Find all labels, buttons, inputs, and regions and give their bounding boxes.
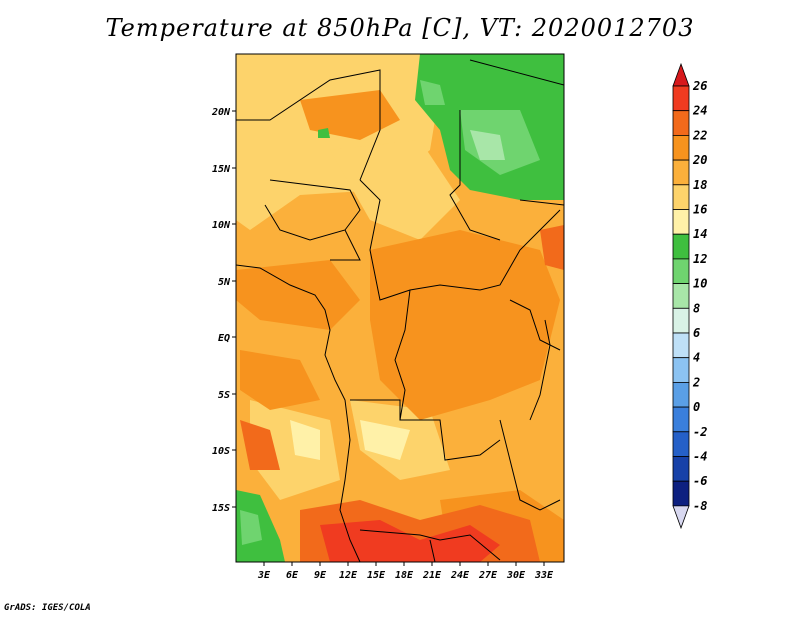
colorbar-label: 14 [693,227,707,241]
colorbar-label: 24 [692,104,707,118]
colorbar-label: 10 [693,277,707,291]
colorbar-label: -6 [693,474,707,488]
lon-label-12e: 12E [339,570,358,581]
lat-label-15n: 15N [212,164,231,175]
colorbar-swatch [672,307,690,334]
colorbar-swatch [672,332,690,359]
colorbar-swatch [672,134,690,161]
chart-title: Temperature at 850hPa [C], VT: 202001270… [105,14,695,42]
lon-label-3e: 3E [257,570,271,581]
lon-label-18e: 18E [395,570,414,581]
lon-label-21e: 21E [422,570,442,581]
colorbar-swatch [672,431,690,457]
lat-label-10s: 10S [212,446,230,457]
colorbar-swatch [672,233,690,260]
lon-label-15e: 15E [367,570,386,581]
colorbar-label: 18 [693,178,707,192]
colorbar-swatch [672,456,690,482]
lat-axis: 20N 15N 10N 5N EQ 5S 10S 15S [211,107,236,514]
credit-label: GrADS: IGES/COLA [4,603,91,613]
colorbar-label: 22 [692,128,707,142]
colorbar-swatch [672,258,690,284]
lon-label-33e: 33E [534,570,554,581]
lon-label-9e: 9E [314,570,327,581]
colorbar-swatch [672,480,690,507]
lat-label-15s: 15S [212,503,230,514]
temperature-field [236,54,564,562]
colorbar-label: 8 [693,301,700,315]
lon-label-24e: 24E [450,570,470,581]
colorbar-bottom-arrow [672,505,690,530]
colorbar-label: 4 [693,351,700,365]
colorbar-swatch [672,209,690,235]
lat-label-5n: 5N [218,277,231,288]
colorbar-label: 26 [692,79,707,93]
lat-label-10n: 10N [212,220,231,231]
colorbar-label: 6 [693,326,700,340]
country-borders [236,59,564,562]
colorbar-swatch [672,85,690,112]
lon-axis: 3E 6E 9E 12E 15E 18E 21E 24E 27E 30E 33E [257,562,554,581]
colorbar-swatch [672,110,690,136]
lon-label-30e: 30E [506,570,526,581]
lat-label-20n: 20N [211,107,231,118]
colorbar-label: 20 [692,153,707,167]
colorbar-label: -8 [693,499,707,513]
colorbar-swatch [672,406,690,433]
colorbar-swatch [672,283,690,309]
colorbar-swatch [672,381,690,408]
colorbar-swatch [672,184,690,210]
colorbar-swatch [672,357,690,383]
colorbar-label: 2 [692,375,700,389]
lat-label-5s: 5S [218,390,230,401]
map-frame [235,53,565,563]
colorbar-swatch [672,159,690,186]
lon-label-27e: 27E [478,570,498,581]
colorbar-top-arrow [672,62,690,87]
colorbar-label: -4 [693,450,707,464]
colorbar-label: 12 [693,252,707,266]
lon-label-6e: 6E [286,570,299,581]
colorbar-label: 0 [693,400,700,414]
colorbar-label: 16 [693,203,707,217]
lat-label-eq: EQ [218,333,230,344]
colorbar-label: -2 [693,425,707,439]
